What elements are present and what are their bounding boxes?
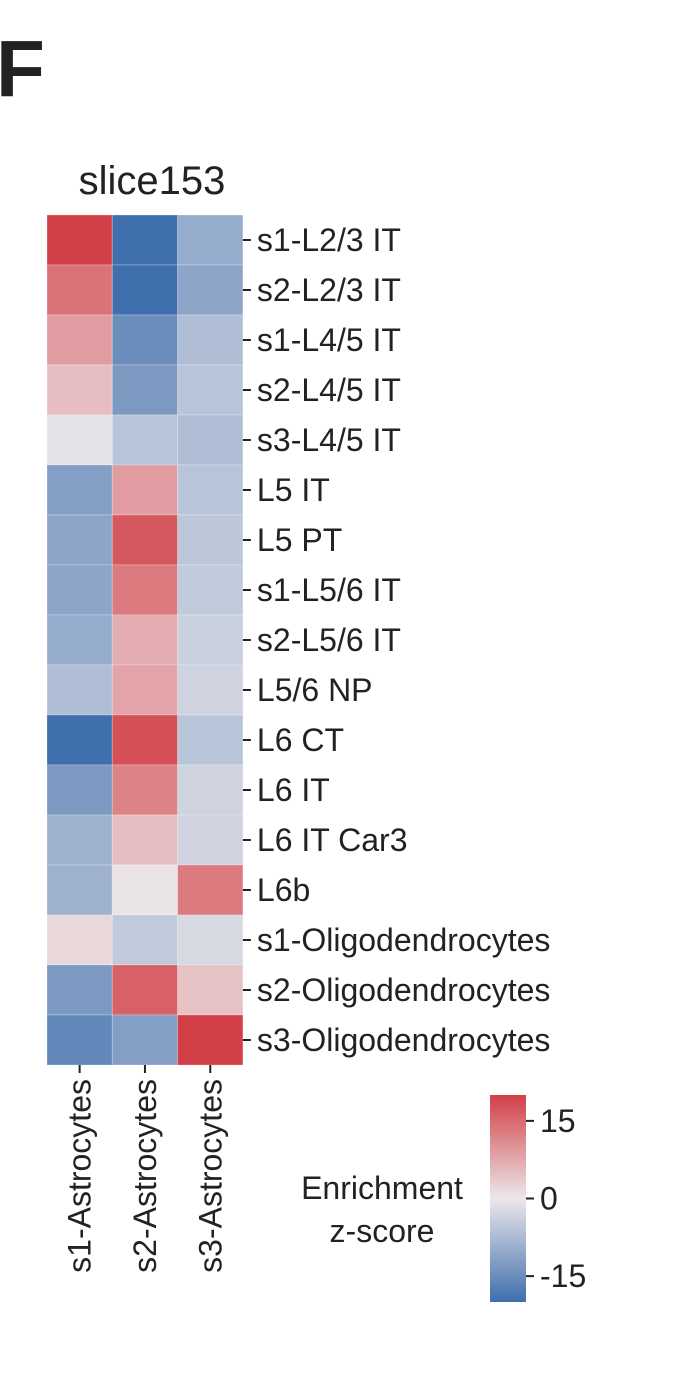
heatmap-cell <box>111 664 179 716</box>
heatmap-cell <box>111 314 179 366</box>
heatmap-cell <box>111 364 179 416</box>
heatmap-cell <box>177 814 244 866</box>
row-label: L5 IT <box>257 472 330 508</box>
column-labels: s1-Astrocytes s2-Astrocytes s3-Astrocytes <box>62 1065 228 1273</box>
row-label: L6b <box>257 872 310 908</box>
heatmap-cell <box>46 764 113 816</box>
heatmap-cell <box>177 464 244 516</box>
chart-title: slice153 <box>79 159 226 203</box>
colorbar <box>490 1095 526 1302</box>
heatmap-cell <box>111 514 179 566</box>
row-label: s1-Oligodendrocytes <box>257 922 550 958</box>
heatmap-cell <box>177 764 244 816</box>
colorbar-label-line-2: z-score <box>330 1213 435 1249</box>
heatmap-cell <box>46 414 113 466</box>
heatmap-cell <box>111 564 179 616</box>
panel-label: F <box>0 24 45 113</box>
heatmap-cell <box>177 264 244 316</box>
heatmap-cells <box>46 214 244 1066</box>
heatmap-cell <box>111 964 179 1016</box>
heatmap-cell <box>111 264 179 316</box>
heatmap-cell <box>111 414 179 466</box>
heatmap-cell <box>46 364 113 416</box>
heatmap-cell <box>111 714 179 766</box>
heatmap-cell <box>177 514 244 566</box>
row-label: s3-Oligodendrocytes <box>257 1022 550 1058</box>
heatmap-cell <box>111 914 179 966</box>
row-label: s2-L2/3 IT <box>257 272 401 308</box>
colorbar-tick-label: -15 <box>540 1258 586 1294</box>
heatmap-cell <box>111 464 179 516</box>
row-labels: s1-L2/3 IT s2-L2/3 IT s1-L4/5 IT s2-L4/5 IT… <box>242 222 550 1058</box>
heatmap-cell <box>177 914 244 966</box>
heatmap-cell <box>46 914 113 966</box>
column-label: s1-Astrocytes <box>62 1079 98 1273</box>
row-label: s1-L4/5 IT <box>257 322 401 358</box>
row-label: L6 IT Car3 <box>257 822 408 858</box>
heatmap-cell <box>111 1014 179 1066</box>
heatmap-cell <box>46 514 113 566</box>
heatmap-cell <box>177 964 244 1016</box>
heatmap-cell <box>46 214 113 266</box>
heatmap-cell <box>46 964 113 1016</box>
heatmap-cell <box>177 614 244 666</box>
heatmap-cell <box>177 314 244 366</box>
heatmap-cell <box>111 214 179 266</box>
heatmap-cell <box>177 1014 244 1066</box>
row-label: s2-L4/5 IT <box>257 372 401 408</box>
heatmap-cell <box>46 264 113 316</box>
colorbar-ticks: 15 0 -15 <box>526 1103 586 1294</box>
heatmap-cell <box>111 764 179 816</box>
heatmap-cell <box>46 664 113 716</box>
column-label: s2-Astrocytes <box>127 1079 163 1273</box>
heatmap-cell <box>177 414 244 466</box>
row-label: L5 PT <box>257 522 342 558</box>
row-label: L6 IT <box>257 772 330 808</box>
heatmap-cell <box>111 864 179 916</box>
colorbar-label-line-1: Enrichment <box>301 1170 463 1206</box>
row-label: L5/6 NP <box>257 672 373 708</box>
heatmap-cell <box>177 214 244 266</box>
row-label: s1-L2/3 IT <box>257 222 401 258</box>
heatmap-cell <box>177 664 244 716</box>
heatmap-cell <box>46 1014 113 1066</box>
colorbar-tick-label: 0 <box>540 1181 558 1217</box>
heatmap-cell <box>177 864 244 916</box>
heatmap-cell <box>46 464 113 516</box>
heatmap-cell <box>46 614 113 666</box>
heatmap-cell <box>177 564 244 616</box>
heatmap-cell <box>46 714 113 766</box>
heatmap-cell <box>177 714 244 766</box>
heatmap-cell <box>177 364 244 416</box>
heatmap-cell <box>46 564 113 616</box>
column-label: s3-Astrocytes <box>192 1079 228 1273</box>
heatmap-cell <box>46 814 113 866</box>
heatmap-cell <box>111 614 179 666</box>
heatmap-cell <box>46 864 113 916</box>
heatmap-cell <box>46 314 113 366</box>
row-label: L6 CT <box>257 722 344 758</box>
row-label: s1-L5/6 IT <box>257 572 401 608</box>
heatmap-cell <box>111 814 179 866</box>
row-label: s2-L5/6 IT <box>257 622 401 658</box>
colorbar-tick-label: 15 <box>540 1103 576 1139</box>
row-label: s2-Oligodendrocytes <box>257 972 550 1008</box>
row-label: s3-L4/5 IT <box>257 422 401 458</box>
